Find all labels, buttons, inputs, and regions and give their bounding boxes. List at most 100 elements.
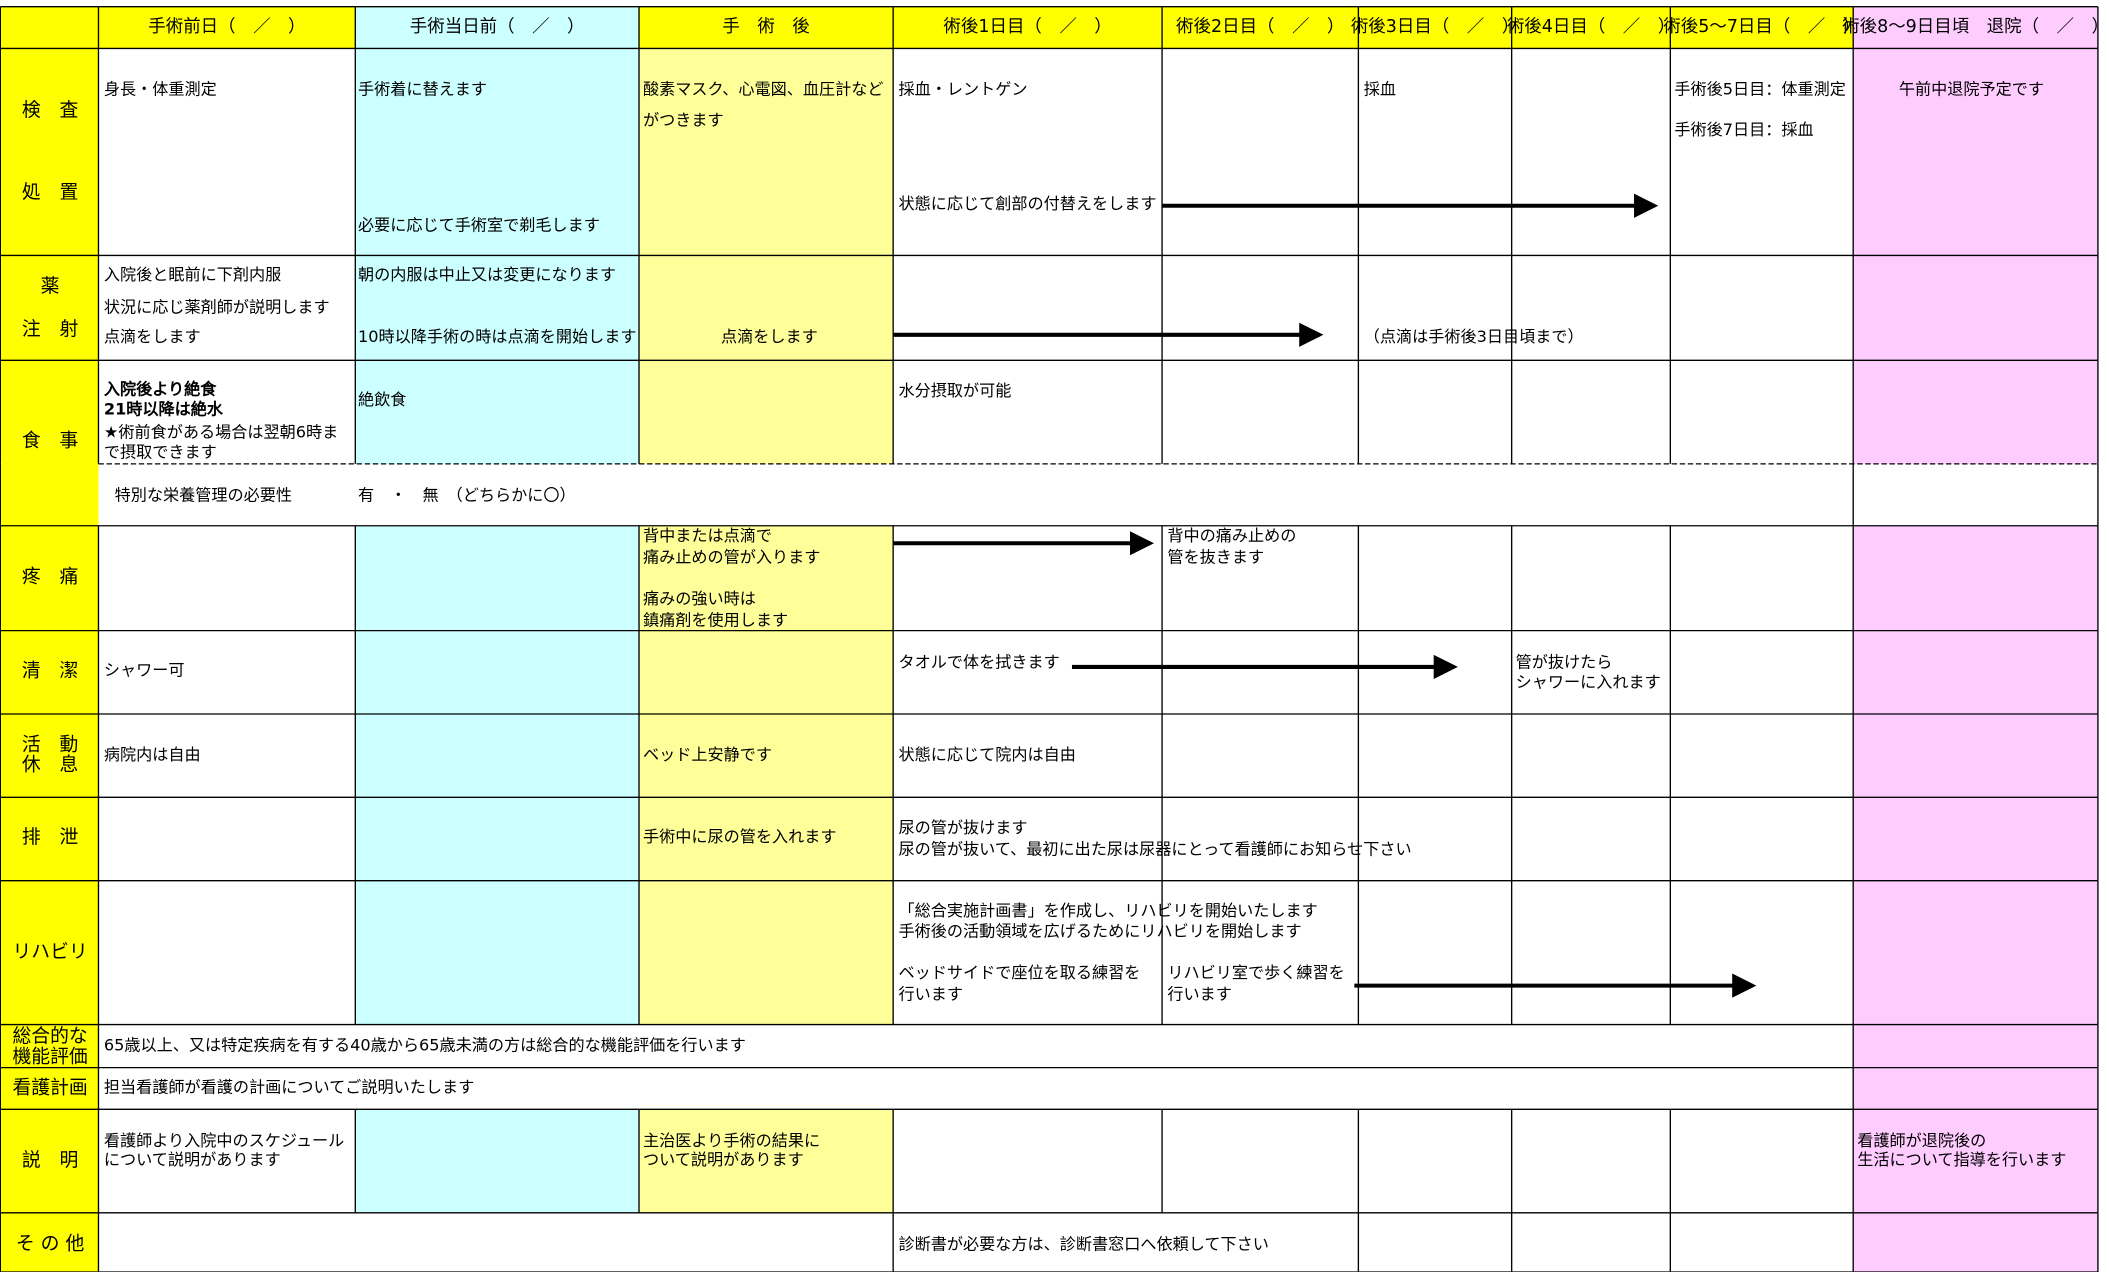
column-header: 術後1日目（ ／ ） [943,17,1111,37]
cell-text: 21時以降は絶水 [104,400,224,419]
cell-text: 採血・レントゲン [899,80,1028,99]
cell-bg [1853,360,2098,464]
cell-bg [639,525,894,631]
row-label: 注 射 [22,318,79,340]
cell-text: 10時以降手術の時は点滴を開始します [358,327,637,346]
cell-bg [1853,797,2098,881]
arrows [893,193,1757,998]
header-cell [1853,6,2098,49]
cell-text: 痛み止めの管が入ります [643,548,820,567]
cell-text: ★術前食がある場合は翌朝6時ま [104,422,338,441]
cell-text: 特別な栄養管理の必要性 [115,486,292,505]
column-header: 手 術 後 [722,17,810,37]
header-cell [893,6,1163,49]
cell-text: 看護師より入院中のスケジュール [104,1131,344,1150]
cell-text: 手術後の活動領域を広げるためにリハビリを開始します [899,921,1302,940]
cell-bg [355,797,640,881]
row-label: 食 事 [22,430,78,452]
cell-text: 「総合実施計画書」を作成し、リハビリを開始いたします [899,901,1318,920]
row-label: 処 置 [22,181,78,203]
cell-bg [355,525,640,631]
cell-text: タオルで体を拭きます [899,652,1060,671]
cell-text: について説明があります [104,1150,281,1169]
cell-text: 入院後と眠前に下剤内服 [104,265,281,284]
header-cell [0,6,99,49]
cell-bg [1853,1212,2098,1272]
cell-text: 鎮痛剤を使用します [643,611,788,630]
cell-bg [639,1109,894,1213]
cell-text: 診断書が必要な方は、診断書窓口へ依頼して下さい [899,1235,1269,1254]
header-cell [355,6,640,49]
cell-bg [1853,630,2098,714]
cell-text: 採血 [1364,80,1396,99]
cell-bg [1853,1024,2098,1068]
cell-text: 行います [1167,985,1232,1004]
cell-bg [639,880,894,1025]
row-label: 看護計画 [12,1076,87,1098]
column-header: 術後2日目（ ／ ） [1176,17,1344,37]
cell-text: 点滴をします [104,327,201,346]
cell-text: 行います [899,985,964,1004]
cell-text: 有 ・ 無 （どちらかに〇） [358,486,576,505]
row-label: 機能評価 [12,1045,87,1067]
column-header: 術後3日目（ ／ ） [1351,17,1519,37]
cell-text: 必要に応じて手術室で剃毛します [358,215,600,234]
cell-bg [355,880,640,1025]
cell-text: 状態に応じて院内は自由 [899,745,1076,764]
row-label: 休 息 [22,754,78,776]
row-label: 総合的な [12,1025,87,1047]
row-label: 疼 痛 [22,565,78,587]
cell-bg [639,360,894,464]
cell-text: 尿の管が抜いて、最初に出た尿は尿器にとって看護師にお知らせ下さい [899,839,1412,858]
row-label: 清 潔 [22,659,78,681]
cell-text: 点滴をします [721,327,818,346]
cell-text: 管を抜きます [1167,548,1264,567]
cell-text: 痛みの強い時は [643,589,756,608]
column-header: 手術当日前（ ／ ） [410,17,585,37]
cell-text: 手術中に尿の管を入れます [643,827,837,846]
cell-text: 酸素マスク、心電図、血圧計など [643,80,883,99]
cell-text: 朝の内服は中止又は変更になります [358,265,616,284]
column-header: 術後5～7日目（ ／ ） [1663,17,1860,37]
cell-text: ベッド上安静です [643,745,772,764]
header-cell [639,6,894,49]
header-cell [1162,6,1359,49]
cell-bg [1853,880,2098,1025]
cell-text: 身長・体重測定 [104,80,217,99]
cell-text: 絶飲食 [358,390,406,409]
cell-text: 主治医より手術の結果に [643,1131,820,1150]
header-cell [1511,6,1671,49]
cell-bg [355,255,640,361]
cell-text: リハビリ室で歩く練習を [1167,963,1344,982]
cell-text: シャワー可 [104,660,185,679]
cell-bg [639,797,894,881]
cell-bg [1853,713,2098,798]
cell-bg [639,48,894,256]
row-label: リハビリ [12,940,87,962]
cell-bg [1853,48,2098,256]
cell-bg [355,360,640,464]
cell-text: がつきます [643,111,724,130]
cell-text: 背中または点滴で [643,526,772,545]
cell-text: 水分摂取が可能 [899,381,1012,400]
cell-text: シャワーに入れます [1516,673,1661,692]
row-label: 排 泄 [22,826,79,848]
cell-bg [355,48,640,256]
cell-text: 病院内は自由 [104,745,201,764]
column-header: 術後8～9日目頃 退院（ ／ ） [1842,17,2109,37]
cell-text: ベッドサイドで座位を取る練習を [899,963,1141,982]
cell-text: 手術後5日目：体重測定 [1674,80,1846,99]
cell-bg [1853,1067,2098,1110]
cell-text: 背中の痛み止めの [1167,526,1296,545]
cell-text: 生活について指導を行います [1857,1150,2066,1169]
cell-bg [355,713,640,798]
header-cell [1358,6,1512,49]
cell-text: で摂取できます [104,443,217,462]
cell-text: 手術後7日目：採血 [1674,120,1813,139]
cell-text: 管が抜けたら [1516,652,1613,671]
header-cell [98,6,356,49]
row-label: 薬 [41,275,60,297]
cell-bg [1853,1109,2098,1213]
cell-text: 状態に応じて創部の付替えをします [899,194,1157,213]
